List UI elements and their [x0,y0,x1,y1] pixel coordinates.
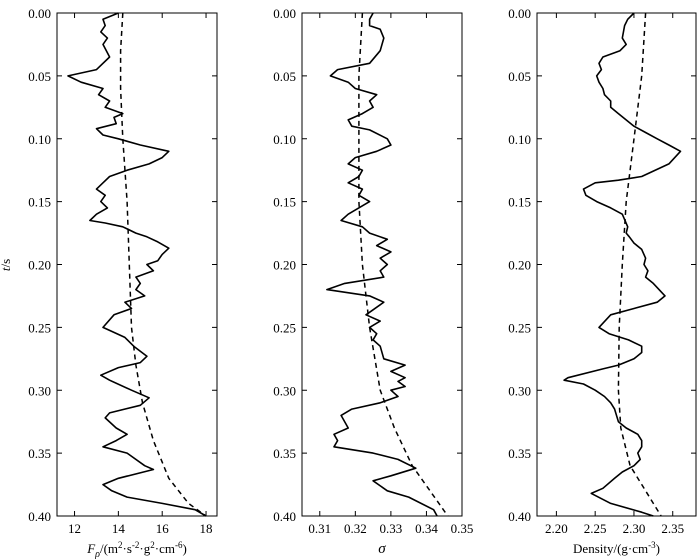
y-tick-label: 0.00 [508,6,531,21]
panel-fp: 0.00 0.05 0.10 0.15 0.20 0.25 0.30 0.35 0.40 12 14… [28,6,218,559]
y-axis-label-unit: /s [0,259,13,268]
y-tick-label: 0.05 [28,69,51,84]
y-tick-label: 0.30 [273,383,296,398]
y-tick-label: 0.30 [508,383,531,398]
y-tick-label: 0.20 [273,258,296,273]
y-tick-label: 0.30 [28,383,51,398]
x-tick-label: 0.32 [344,521,367,536]
panel-frame-fp [56,12,218,517]
y-tick-label: 0.15 [273,195,296,210]
panel-frame-sigma [301,12,463,517]
x-tick-label: 2.35 [661,521,684,536]
x-tick-label: 2.30 [623,521,646,536]
x-axis-label-part: -6 [175,540,183,550]
series-fp-dashed [119,12,207,517]
panels-group: 0.00 0.05 0.10 0.15 0.20 0.25 0.30 0.35 0.40 12 14… [28,6,697,559]
y-tick-label: 0.35 [273,446,296,461]
y-tick-label: 0.40 [28,509,51,524]
y-tick-label: 0.25 [28,320,51,335]
x-axis-label-sigma: σ [378,541,386,557]
y-tick-label: 0.35 [28,446,51,461]
x-axis-label-part: F [86,541,96,556]
y-tick-label: 0.10 [273,132,296,147]
x-tick-label: 2.20 [545,521,568,536]
x-tick-label: 2.25 [584,521,607,536]
x-tick-label: 12 [68,521,81,536]
y-tick-label: 0.25 [273,320,296,335]
x-axis-label-part: 2 [150,540,155,550]
panel-sigma: 0.00 0.05 0.10 0.15 0.20 0.25 0.30 0.35 0.40 0.31… [273,6,473,557]
x-axis-label-part: -2 [132,540,140,550]
x-tick-label: 0.35 [451,521,474,536]
y-tick-label: 0.20 [508,258,531,273]
y-tick-label: 0.20 [28,258,51,273]
x-tick-label: 0.31 [308,521,331,536]
y-tick-label: 0.00 [273,6,296,21]
series-sigma-dashed [358,12,449,517]
series-density-dashed [617,12,662,517]
y-tick-label: 0.40 [508,509,531,524]
y-tick-label: 0.15 [508,195,531,210]
x-axis-label-part: ) [656,541,660,556]
y-tick-label: 0.35 [508,446,531,461]
y-tick-label: 0.05 [273,69,296,84]
x-tick-label: 0.34 [415,521,438,536]
y-tick-label: 0.05 [508,69,531,84]
x-axis-label-part: /(m [100,541,118,556]
y-tick-label: 0.10 [508,132,531,147]
series-fp-solid [67,12,207,517]
x-tick-label: 18 [200,521,213,536]
x-axis-label-part: ·g [139,541,150,556]
x-tick-label: 0.33 [380,521,403,536]
series-sigma-solid [326,12,438,517]
panel-density: 0.00 0.05 0.10 0.15 0.20 0.25 0.30 0.35 0.40 2.20… [508,6,697,556]
x-axis-label-part: σ [378,541,386,557]
panel-frame-density [536,12,697,517]
x-axis-label-density: Density/(g·cm-3) [573,540,660,556]
x-tick-label: 16 [156,521,170,536]
y-tick-label: 0.00 [28,6,51,21]
x-axis-label-part: ·cm [155,541,175,556]
x-axis-label-part: ρ [94,549,100,559]
x-axis-label-part: 2 [118,540,123,550]
x-axis-label-part: ) [182,541,186,556]
x-axis-label-part: ·s [123,541,132,556]
x-axis-label-fp: Fρ/(m2·s-2·g2·cm-6) [86,540,187,559]
y-tick-label: 0.15 [28,195,51,210]
y-axis-label: t/s [0,259,13,271]
y-tick-label: 0.25 [508,320,531,335]
x-axis-label-part: Density/(g·cm [573,541,648,556]
x-axis-label-part: -3 [648,540,656,550]
y-tick-label: 0.40 [273,509,296,524]
series-density-solid [563,12,682,517]
y-tick-label: 0.10 [28,132,51,147]
y-axis-label-symbol: t [0,267,13,271]
x-tick-label: 14 [112,521,126,536]
